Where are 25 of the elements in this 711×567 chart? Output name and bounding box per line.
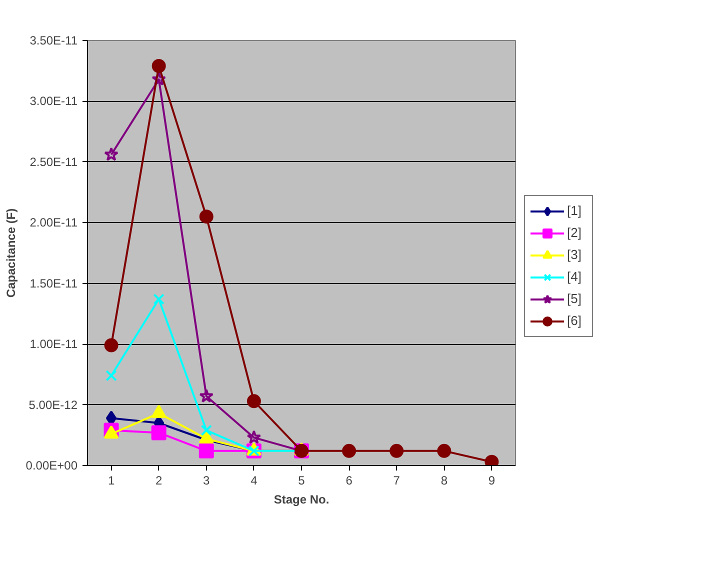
x-tick-label: 5 — [298, 474, 306, 488]
legend-label: [5] — [567, 291, 582, 306]
x-tick-label: 6 — [346, 474, 353, 488]
y-tick-label: 2.00E-11 — [30, 216, 78, 230]
x-tick-label: 8 — [440, 474, 448, 488]
y-tick-label: 1.50E-11 — [30, 276, 78, 290]
y-tick-label: 3.00E-11 — [30, 94, 78, 108]
x-tick-label: 4 — [250, 474, 258, 488]
x-tick-label: 7 — [393, 474, 400, 488]
y-tick-label: 0.00E+00 — [26, 458, 78, 472]
x-tick-label: 2 — [155, 474, 162, 488]
legend-label: [1] — [567, 203, 582, 218]
legend-label: [6] — [567, 313, 582, 328]
y-tick-label: 5.00E-12 — [28, 398, 78, 412]
x-tick-label: 1 — [108, 474, 115, 488]
x-tick-label: 3 — [203, 474, 210, 488]
y-tick-label: 2.50E-11 — [30, 154, 78, 169]
y-tick-label: 3.50E-11 — [30, 34, 78, 48]
y-axis-title: Capacitance (F) — [4, 208, 18, 298]
x-axis-title: Stage No. — [274, 492, 330, 506]
y-tick-label: 1.00E-11 — [30, 337, 78, 352]
legend-label: [4] — [567, 269, 582, 284]
x-tick-label: 9 — [488, 474, 496, 488]
legend-label: [3] — [567, 247, 582, 262]
legend-label: [2] — [567, 225, 582, 240]
